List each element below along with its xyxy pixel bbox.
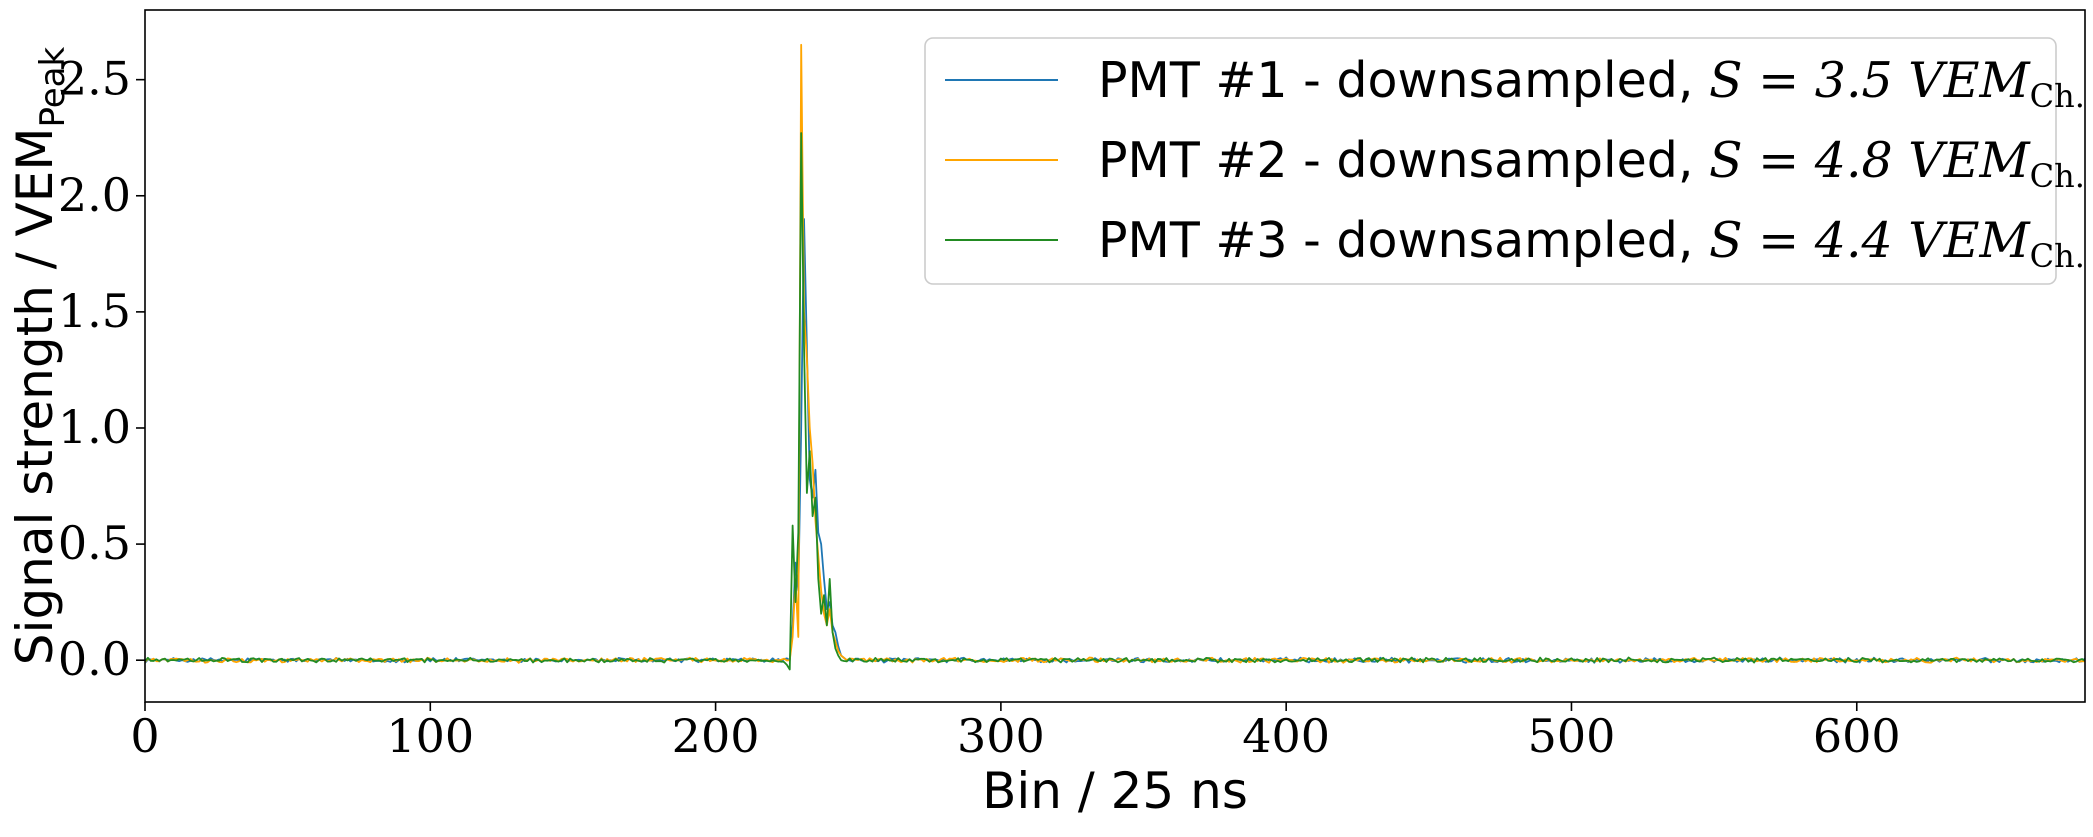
y-tick-label: 2.5: [58, 52, 131, 106]
legend-label-2: PMT #2 - downsampled, S = 4.8 VEMCh.: [1098, 132, 2085, 195]
y-axis: 0.0 0.5 1.0 1.5 2.0 2.5: [58, 52, 145, 686]
y-tick-label: 0.5: [58, 516, 131, 570]
series-line-3: [145, 132, 2085, 671]
y-axis-title-subscript: Peak: [33, 46, 73, 127]
series-line-1: [145, 218, 2085, 664]
y-axis-title-group: Signal strength / VEMPeak: [6, 46, 73, 665]
x-tick-label: 0: [130, 709, 159, 763]
x-axis: 0 100 200 300 400 500 600: [130, 702, 1901, 763]
legend: PMT #1 - downsampled, S = 3.5 VEMCh. PMT …: [924, 37, 2085, 285]
x-tick-label: 500: [1528, 709, 1616, 763]
x-tick-label: 600: [1813, 709, 1901, 763]
series-layer: [145, 43, 2085, 671]
plot-area-frame: [144, 9, 2086, 703]
y-axis-title-main: Signal strength / VEM: [6, 128, 64, 666]
y-tick-label: 1.5: [58, 284, 131, 338]
legend-label-1: PMT #1 - downsampled, S = 3.5 VEMCh.: [1098, 52, 2085, 115]
x-tick-label: 100: [386, 709, 474, 763]
x-tick-label: 300: [957, 709, 1045, 763]
y-tick-label: 0.0: [58, 632, 131, 686]
y-tick-label: 1.0: [58, 400, 131, 454]
x-axis-title: Bin / 25 ns: [982, 762, 1248, 820]
y-tick-label: 2.0: [58, 168, 131, 222]
x-tick-label: 200: [672, 709, 760, 763]
y-axis-title: Signal strength / VEMPeak: [6, 46, 73, 665]
x-tick-label: 400: [1242, 709, 1330, 763]
legend-box: [924, 37, 2057, 285]
legend-label-3: PMT #3 - downsampled, S = 4.4 VEMCh.: [1098, 212, 2085, 275]
